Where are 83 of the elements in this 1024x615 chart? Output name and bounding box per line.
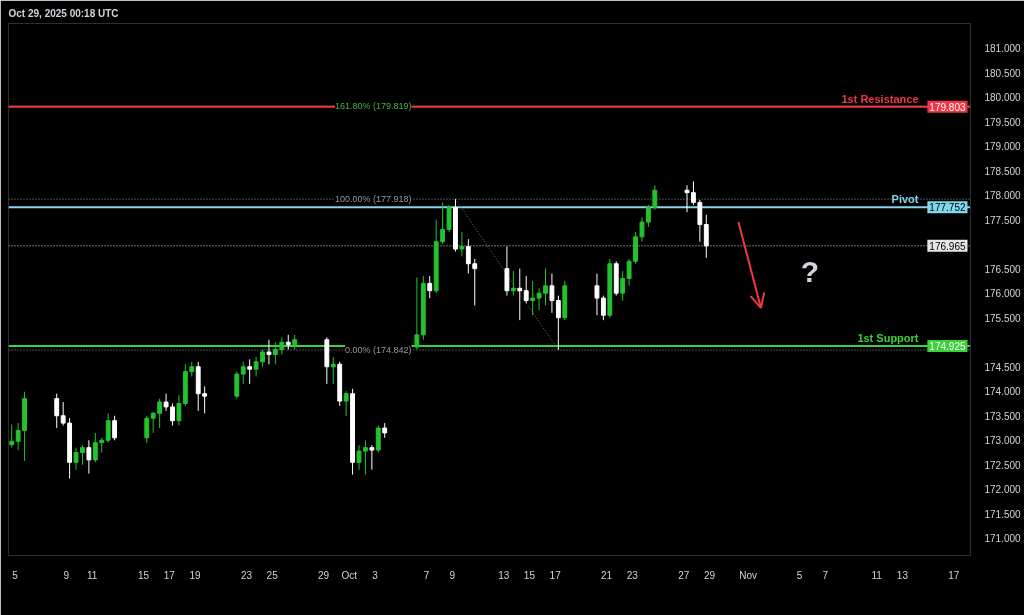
y-tick-label: 174.000 — [984, 386, 1022, 398]
candlestick — [343, 390, 349, 417]
x-tick-label: 7 — [423, 569, 430, 581]
candlestick — [427, 275, 433, 299]
candlestick — [620, 270, 626, 302]
x-tick-label: 5 — [796, 569, 803, 581]
candlestick — [414, 276, 420, 351]
x-tick-label: 25 — [266, 569, 279, 581]
x-tick-label: Oct — [341, 569, 358, 581]
y-tick-label: 176.500 — [984, 263, 1022, 275]
x-tick-label: 15 — [137, 569, 150, 581]
y-tick-label: 172.000 — [984, 484, 1022, 496]
ref-line-label: 1st Resistance — [841, 92, 919, 105]
text: Oct 29, 2025 00:18 UTC — [8, 7, 119, 19]
candlestick — [9, 424, 15, 449]
candlestick — [105, 412, 111, 444]
ref-line-label: 161.80% (179.819) — [335, 100, 412, 111]
candlestick — [375, 425, 381, 454]
x-tick-label: 13 — [498, 569, 510, 581]
candlestick — [54, 393, 60, 429]
annotation: 176.965 — [929, 240, 966, 252]
candlestick — [369, 444, 375, 471]
x-tick-label: 21 — [601, 569, 613, 581]
y-tick-label: 178.500 — [984, 165, 1022, 177]
y-tick-label: 179.000 — [984, 141, 1022, 153]
candlestick — [144, 415, 150, 444]
candlestick — [459, 231, 465, 257]
y-tick-label: 178.000 — [984, 190, 1022, 202]
y-tick-label: 173.500 — [984, 410, 1022, 422]
x-tick-label: 23 — [240, 569, 253, 581]
x-tick-label: 29 — [318, 569, 330, 581]
x-tick-label: 17 — [948, 569, 960, 581]
annotation: 177.752 — [929, 202, 966, 214]
candlestick — [253, 356, 259, 378]
x-tick-label: 9 — [449, 569, 456, 581]
candlestick — [60, 401, 66, 427]
candlestick — [112, 415, 118, 441]
x-tick-label: 11 — [871, 569, 883, 581]
candlestick — [330, 356, 336, 385]
x-tick-label: 5 — [12, 569, 19, 581]
x-tick-label: 27 — [678, 569, 690, 581]
candlestick — [446, 204, 452, 233]
x-tick-label: 11 — [86, 569, 98, 581]
x-tick-label: 7 — [822, 569, 829, 581]
x-tick-label: 15 — [523, 569, 536, 581]
y-tick-label: 172.500 — [984, 459, 1022, 471]
candlestick — [523, 275, 529, 304]
y-tick-label: 173.000 — [984, 435, 1022, 447]
candlestick — [266, 339, 272, 365]
y-tick-label: 176.000 — [984, 288, 1022, 300]
candlestick — [234, 371, 240, 400]
y-tick-label: 180.500 — [984, 67, 1022, 79]
y-tick-label: 171.500 — [984, 508, 1022, 520]
x-tick-label: 13 — [896, 569, 909, 581]
annotation: ? — [800, 254, 820, 288]
y-tick-label: 179.500 — [984, 116, 1022, 128]
x-tick-label: 17 — [163, 569, 176, 581]
annotation: 179.803 — [929, 101, 966, 113]
candlestick — [247, 358, 253, 385]
x-tick-label: 3 — [372, 569, 379, 581]
annotation: 174.925 — [929, 340, 966, 352]
x-tick-label: 17 — [549, 569, 562, 581]
ref-line-label: 1st Support — [857, 331, 919, 344]
candlestick — [517, 268, 523, 321]
y-tick-label: 174.500 — [984, 361, 1022, 373]
candlestick — [240, 361, 246, 385]
x-tick-label: 19 — [189, 569, 201, 581]
candlestick — [703, 214, 709, 259]
x-tick-label: 9 — [63, 569, 70, 581]
candlestick — [510, 270, 516, 297]
y-tick-label: 171.000 — [984, 533, 1022, 545]
y-tick-label: 175.500 — [984, 312, 1022, 324]
ref-line-label: 0.00% (174.842) — [345, 344, 412, 355]
ref-line-label: Pivot — [891, 193, 919, 206]
y-tick-label: 180.000 — [984, 92, 1022, 104]
candlestick — [86, 439, 92, 475]
y-tick-label: 181.000 — [984, 43, 1022, 55]
candlestick — [504, 246, 510, 297]
ref-line-label: 100.00% (177.918) — [335, 194, 412, 205]
y-tick-label: 177.500 — [984, 214, 1022, 226]
x-tick-label: 23 — [626, 569, 639, 581]
x-tick-label: Nov — [739, 569, 757, 581]
x-tick-label: 29 — [703, 569, 716, 581]
